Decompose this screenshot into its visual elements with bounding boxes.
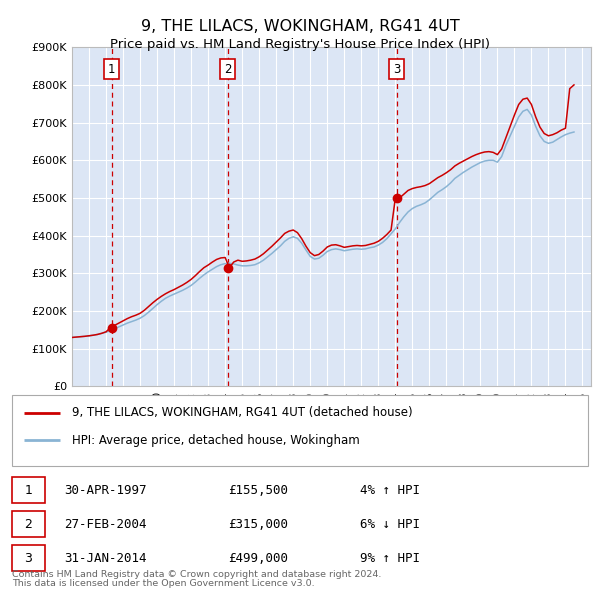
Text: 2: 2 xyxy=(25,517,32,530)
Text: 4% ↑ HPI: 4% ↑ HPI xyxy=(360,484,420,497)
Bar xyxy=(12,477,45,503)
Text: 9% ↑ HPI: 9% ↑ HPI xyxy=(360,552,420,565)
Text: 31-JAN-2014: 31-JAN-2014 xyxy=(64,552,146,565)
Text: 1: 1 xyxy=(108,63,115,76)
Text: 9, THE LILACS, WOKINGHAM, RG41 4UT (detached house): 9, THE LILACS, WOKINGHAM, RG41 4UT (deta… xyxy=(72,406,413,419)
Text: Contains HM Land Registry data © Crown copyright and database right 2024.: Contains HM Land Registry data © Crown c… xyxy=(12,570,382,579)
Text: 6% ↓ HPI: 6% ↓ HPI xyxy=(360,517,420,530)
Bar xyxy=(12,545,45,571)
Text: 9, THE LILACS, WOKINGHAM, RG41 4UT: 9, THE LILACS, WOKINGHAM, RG41 4UT xyxy=(140,19,460,34)
Text: HPI: Average price, detached house, Wokingham: HPI: Average price, detached house, Woki… xyxy=(72,434,360,447)
Text: 30-APR-1997: 30-APR-1997 xyxy=(64,484,146,497)
Text: 1: 1 xyxy=(25,484,32,497)
Bar xyxy=(12,395,588,466)
Text: 3: 3 xyxy=(25,552,32,565)
Text: £155,500: £155,500 xyxy=(228,484,288,497)
Bar xyxy=(12,511,45,537)
Text: 3: 3 xyxy=(393,63,400,76)
Text: 2: 2 xyxy=(224,63,232,76)
Text: £499,000: £499,000 xyxy=(228,552,288,565)
Text: This data is licensed under the Open Government Licence v3.0.: This data is licensed under the Open Gov… xyxy=(12,579,314,588)
Text: 27-FEB-2004: 27-FEB-2004 xyxy=(64,517,146,530)
Text: £315,000: £315,000 xyxy=(228,517,288,530)
Text: Price paid vs. HM Land Registry's House Price Index (HPI): Price paid vs. HM Land Registry's House … xyxy=(110,38,490,51)
